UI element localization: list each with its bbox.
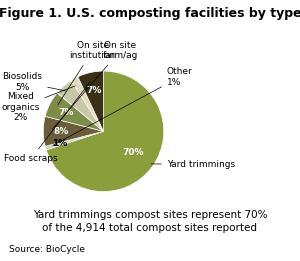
Text: Other
1%: Other 1%	[53, 67, 193, 145]
Text: 7%: 7%	[87, 86, 102, 95]
Text: 70%: 70%	[122, 148, 143, 157]
Text: Food scraps: Food scraps	[4, 82, 90, 163]
Wedge shape	[71, 77, 104, 131]
Text: Yard trimmings compost sites represent 70%
of the 4,914 total compost sites repo: Yard trimmings compost sites represent 7…	[33, 210, 267, 233]
Text: 7%: 7%	[58, 108, 74, 117]
Text: Source: BioCycle: Source: BioCycle	[9, 246, 85, 254]
Text: On site
institution: On site institution	[58, 41, 116, 105]
Wedge shape	[43, 116, 104, 146]
Wedge shape	[46, 71, 164, 192]
Text: Figure 1. U.S. composting facilities by type: Figure 1. U.S. composting facilities by …	[0, 7, 300, 20]
Text: On site
farm/ag: On site farm/ag	[52, 41, 138, 129]
Wedge shape	[78, 71, 103, 131]
Text: Yard trimmings: Yard trimmings	[151, 160, 235, 169]
Text: 1%: 1%	[52, 139, 68, 149]
Text: Mixed
organics
2%: Mixed organics 2%	[1, 86, 75, 122]
Wedge shape	[45, 131, 104, 150]
Text: 8%: 8%	[54, 127, 69, 136]
Text: Biosolids
5%: Biosolids 5%	[2, 72, 66, 92]
Wedge shape	[57, 80, 104, 131]
Wedge shape	[45, 93, 104, 131]
